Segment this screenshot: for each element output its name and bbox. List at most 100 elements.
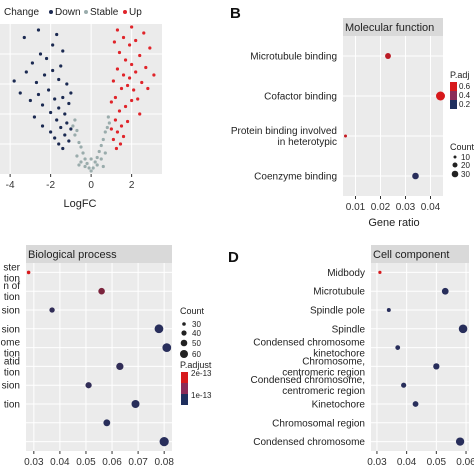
volcano-point-up (136, 97, 140, 101)
panel-d-dot (433, 363, 440, 370)
volcano-point-up (115, 28, 120, 32)
panel-c-category-label-line: sion (2, 381, 20, 392)
panel-a-points (12, 25, 156, 173)
panel-b-dot (436, 91, 445, 101)
volcano-point-down (61, 146, 65, 151)
panel-c-tick-label: 0.03 (24, 457, 44, 468)
panel-c-category-label: sion (2, 324, 20, 335)
volcano-point-up (142, 31, 146, 35)
volcano-point-down (49, 130, 53, 134)
volcano-point-up (117, 109, 122, 113)
panel-d-category-label-line: Condensed chromosome, (250, 375, 365, 386)
volcano-point-stable (99, 157, 103, 161)
panel-d-category-label: Condensed chromosome kinetochore (253, 338, 365, 360)
panel-b-category-label: Protein binding involved in heterotypic (231, 126, 337, 148)
panel-b-padj-label-2: 0.4 (459, 91, 471, 100)
panel-c-category-label-line: ome (1, 338, 21, 349)
volcano-point-down (55, 32, 59, 37)
volcano-point-down (30, 61, 34, 65)
panel-c-legend: Count 30 40 50 60 P.adjust 2e-13 1e-13 (180, 306, 212, 405)
volcano-point-up (130, 98, 134, 103)
panel-b-category-label-line: in heterotypic (278, 137, 337, 148)
panel-b-padj-bar-mid (450, 91, 457, 100)
panel-b-category-label-line: Microtubule binding (250, 52, 337, 63)
panel-c-tick-label: 0.05 (76, 457, 96, 468)
panel-c-category-label-line: sion (2, 324, 20, 335)
panel-d-category-label: Midbody (327, 268, 365, 279)
panel-c-tick-label: 0.06 (102, 457, 122, 468)
volcano-point-down (63, 112, 67, 116)
panel-d-category-label: Spindle pole (310, 306, 365, 317)
volcano-point-up (144, 65, 148, 70)
volcano-point-stable (106, 115, 110, 119)
volcano-point-up (112, 40, 117, 44)
volcano-point-up (148, 46, 152, 50)
volcano-point-down (53, 97, 57, 101)
panel-a-grid (0, 24, 162, 174)
panel-d-dot (395, 345, 401, 350)
volcano-point-up (109, 100, 113, 104)
volcano-point-down (40, 124, 45, 128)
panel-c-count-label-2: 40 (192, 329, 201, 338)
volcano-point-down (24, 70, 28, 74)
panel-b-tick-label: 0.01 (346, 202, 366, 213)
panel-c-category-label-line: ster (3, 262, 20, 273)
panel-c-category-label-line: tion (4, 367, 20, 378)
panel-c-padj-bar-high (181, 372, 188, 383)
panel-c-padj-bar-low (181, 394, 188, 405)
panel-c-tick-label: 0.04 (50, 457, 70, 468)
volcano-point-stable (103, 151, 107, 155)
volcano-point-stable (99, 143, 103, 148)
volcano-point-down (67, 139, 71, 143)
panel-d-category-label-line: Chromosomal region (272, 418, 365, 429)
volcano-point-stable (79, 160, 83, 164)
panel-b-padj-label-3: 0.2 (459, 100, 471, 109)
panel-d-dot (401, 382, 407, 388)
volcano-point-down (51, 68, 55, 73)
panel-c-category-label: tion (4, 400, 20, 411)
panel-c-category-label-line: tion (4, 292, 20, 303)
panel-d-category-label: Chromosome, centromeric region (282, 356, 365, 378)
volcano-point-stable (75, 154, 79, 158)
panel-c-dot (116, 362, 124, 371)
volcano-point-up (121, 134, 126, 139)
panel-b-x-ticks: 0.01 0.02 0.03 0.04 (346, 196, 441, 213)
volcano-point-down (61, 95, 65, 100)
panel-d-points (378, 270, 468, 446)
panel-d-category-label-line: Midbody (327, 268, 365, 279)
panel-b-padj-bar-high (450, 82, 457, 91)
panel-c-count-title: Count (180, 306, 205, 316)
volcano-point-up (113, 95, 118, 100)
volcano-point-up (130, 62, 134, 67)
panel-b-grid (343, 36, 443, 196)
panel-c-category-label-line: tion (4, 273, 20, 284)
panel-c-category-label: sion (2, 306, 20, 317)
volcano-point-down (34, 80, 39, 85)
panel-c-count-marker-3 (180, 339, 188, 347)
panel-c-count-marker-1 (182, 322, 186, 326)
volcano-point-down (36, 92, 41, 97)
panel-d-category-label: Microtubule (313, 287, 365, 298)
panel-a-x-label: LogFC (63, 198, 96, 210)
panel-c-padj-label-1: 2e-13 (191, 369, 212, 378)
panel-d-tick-label: 0.03 (367, 457, 387, 468)
volcano-point-up (121, 73, 126, 77)
panel-d-dot (378, 270, 382, 274)
volcano-point-up (111, 137, 115, 142)
panel-c-dot (162, 343, 172, 352)
volcano-point-up (115, 130, 120, 134)
panel-b-dot (344, 134, 347, 138)
panel-d-category-label-line: Condensed chromosome (253, 338, 365, 349)
panel-b-count-marker-3 (451, 170, 459, 178)
panel-c-dot (26, 270, 31, 275)
volcano-point-up (115, 67, 120, 71)
volcano-point-stable (89, 157, 93, 161)
legend-stable-marker (84, 10, 88, 14)
panel-a-legend-down: Down (55, 7, 81, 18)
panel-d-dot (458, 324, 468, 334)
volcano-point-stable (81, 151, 85, 155)
volcano-point-up (132, 88, 136, 92)
volcano-point-down (65, 121, 69, 125)
volcano-point-down (63, 133, 67, 137)
